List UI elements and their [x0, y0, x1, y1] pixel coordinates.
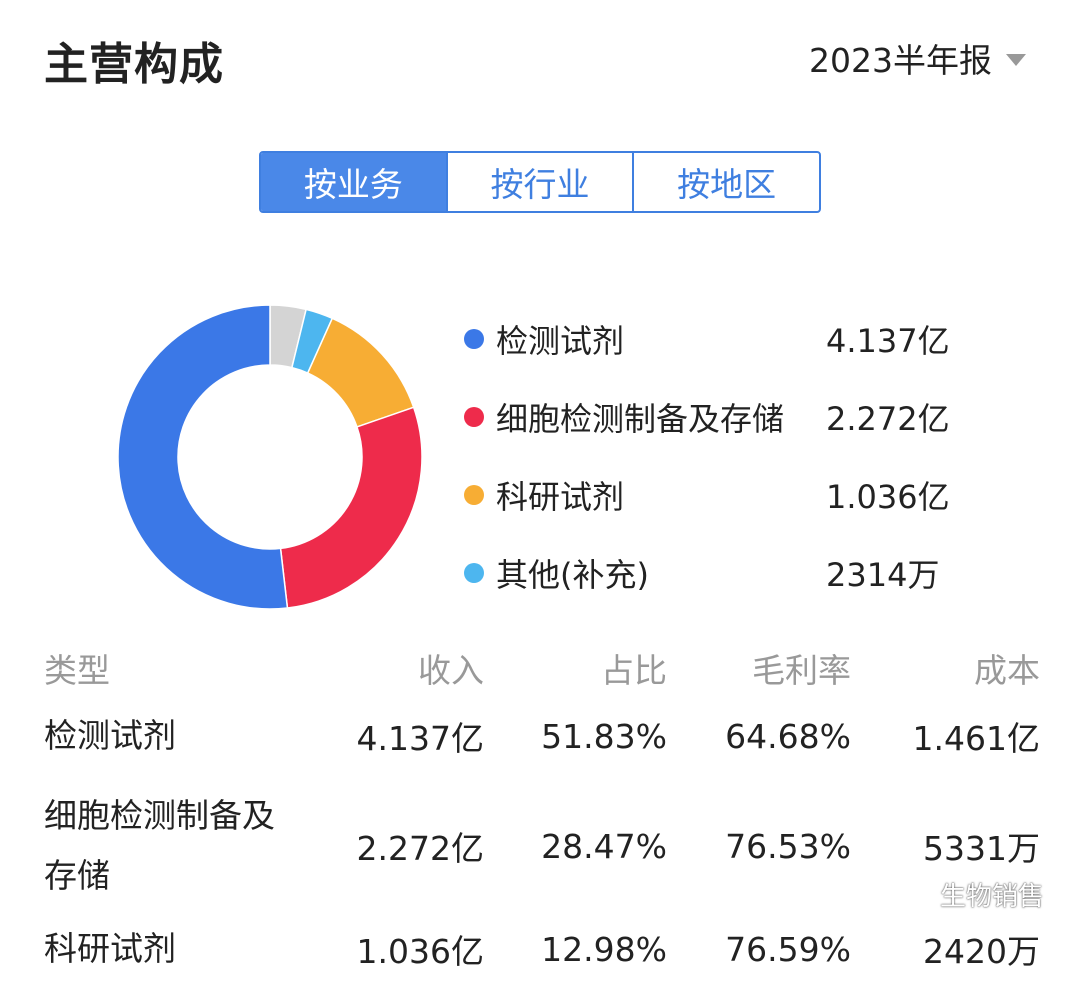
- cell-revenue: 2.272亿: [356, 829, 484, 868]
- donut-slice-1: [118, 305, 289, 609]
- cell-type: 科研试剂: [44, 929, 176, 968]
- cell-cost: 2420万: [923, 932, 1040, 971]
- cell-type: 检测试剂: [44, 716, 176, 755]
- column-header-share: 占比: [601, 651, 667, 690]
- cell-share: 51.83%: [541, 716, 667, 756]
- dropdown-triangle-icon: [1006, 54, 1026, 66]
- legend-item: 检测试剂 4.137亿: [464, 300, 984, 378]
- legend-label: 其他(补充): [496, 556, 649, 594]
- tab-by-region[interactable]: 按地区: [632, 153, 819, 211]
- table-header-row: 类型 收入 占比 毛利率 成本: [44, 640, 1040, 696]
- composition-table: 类型 收入 占比 毛利率 成本 检测试剂 4.137亿 51.83% 64.68…: [44, 640, 1040, 982]
- legend-dot-icon: [464, 329, 484, 349]
- page-title: 主营构成: [44, 39, 224, 90]
- legend-label: 检测试剂: [496, 322, 625, 360]
- category-tabs: 按业务 按行业 按地区: [259, 151, 821, 213]
- table-row: 检测试剂 4.137亿 51.83% 64.68% 1.461亿: [44, 696, 1040, 776]
- column-header-margin: 毛利率: [752, 651, 851, 690]
- legend-dot-icon: [464, 485, 484, 505]
- cell-share: 28.47%: [541, 826, 667, 866]
- cell-revenue: 1.036亿: [356, 932, 484, 971]
- cell-margin: 64.68%: [725, 716, 851, 756]
- cell-cost: 1.461亿: [912, 719, 1040, 758]
- legend-value: 2314万: [826, 556, 940, 594]
- column-header-revenue: 收入: [418, 651, 484, 690]
- watermark: 生物销售: [902, 876, 1044, 913]
- legend-label: 细胞检测制备及存储: [496, 400, 785, 438]
- donut-slice-2: [279, 406, 422, 609]
- table-row: 科研试剂 1.036亿 12.98% 76.59% 2420万: [44, 916, 1040, 982]
- legend-label: 科研试剂: [496, 478, 625, 516]
- cell-revenue: 4.137亿: [356, 719, 484, 758]
- cell-share: 12.98%: [541, 929, 667, 969]
- period-dropdown[interactable]: 2023半年报: [809, 34, 1026, 82]
- table-row: 细胞检测制备及存储 2.272亿 28.47% 76.53% 5331万: [44, 776, 1040, 916]
- legend-value: 2.272亿: [826, 400, 950, 438]
- tab-by-business[interactable]: 按业务: [261, 153, 446, 211]
- chart-legend: 检测试剂 4.137亿 细胞检测制备及存储 2.272亿 科研试剂 1.036亿…: [464, 300, 984, 612]
- column-header-type: 类型: [44, 651, 110, 690]
- cell-margin: 76.53%: [725, 826, 851, 866]
- legend-item: 细胞检测制备及存储 2.272亿: [464, 378, 984, 456]
- watermark-text: 生物销售: [939, 882, 1044, 912]
- legend-dot-icon: [464, 407, 484, 427]
- cell-cost: 5331万: [923, 829, 1040, 868]
- cell-margin: 76.59%: [725, 929, 851, 969]
- cell-type: 细胞检测制备及存储: [44, 796, 275, 895]
- wechat-icon: [902, 885, 930, 903]
- legend-item: 科研试剂 1.036亿: [464, 456, 984, 534]
- legend-value: 4.137亿: [826, 322, 950, 360]
- period-label: 2023半年报: [809, 41, 992, 80]
- tab-by-industry[interactable]: 按行业: [445, 153, 633, 211]
- donut-chart: [118, 305, 422, 609]
- legend-dot-icon: [464, 563, 484, 583]
- legend-value: 1.036亿: [826, 478, 950, 516]
- column-header-cost: 成本: [974, 651, 1040, 690]
- legend-item: 其他(补充) 2314万: [464, 534, 984, 612]
